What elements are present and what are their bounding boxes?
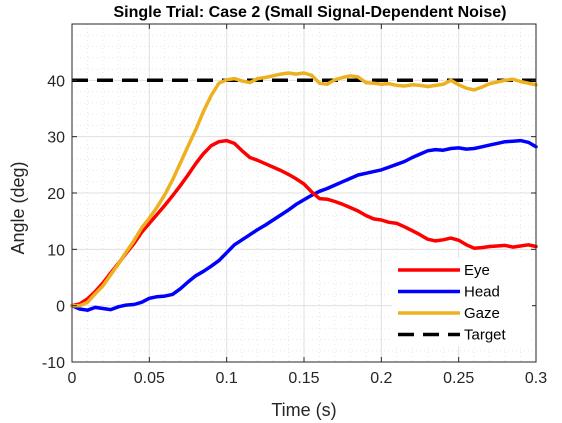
chart-title: Single Trial: Case 2 (Small Signal-Depen…	[114, 4, 507, 21]
series-line-eye	[70, 138, 538, 308]
legend-label-eye: Eye	[464, 262, 490, 279]
series-line-head	[70, 138, 538, 312]
x-tick-label: 0.2	[370, 370, 392, 387]
x-tick-label: 0.3	[525, 370, 547, 387]
y-tick-label: 10	[47, 242, 65, 259]
y-tick-label: -10	[42, 355, 65, 372]
series-layer	[70, 71, 538, 312]
legend-label-head: Head	[464, 284, 500, 301]
y-tick-label: 20	[47, 186, 65, 203]
legend-label-gaze: Gaze	[464, 305, 500, 322]
y-axis-label: Angle (deg)	[8, 161, 28, 254]
legend-label-target: Target	[464, 327, 507, 344]
x-tick-label: 0.15	[288, 370, 319, 387]
legend-box	[392, 258, 532, 346]
x-tick-label: 0	[68, 370, 77, 387]
x-tick-label: 0.05	[134, 370, 165, 387]
x-tick-label: 0.25	[443, 370, 474, 387]
series-line-gaze	[70, 71, 538, 308]
y-tick-label: 30	[47, 130, 65, 147]
y-tick-label: 0	[56, 299, 65, 316]
x-tick-label: 0.1	[216, 370, 238, 387]
x-axis-label: Time (s)	[271, 400, 336, 420]
legend: Eye Head Gaze Target	[392, 258, 532, 346]
y-tick-label: 40	[47, 73, 65, 90]
